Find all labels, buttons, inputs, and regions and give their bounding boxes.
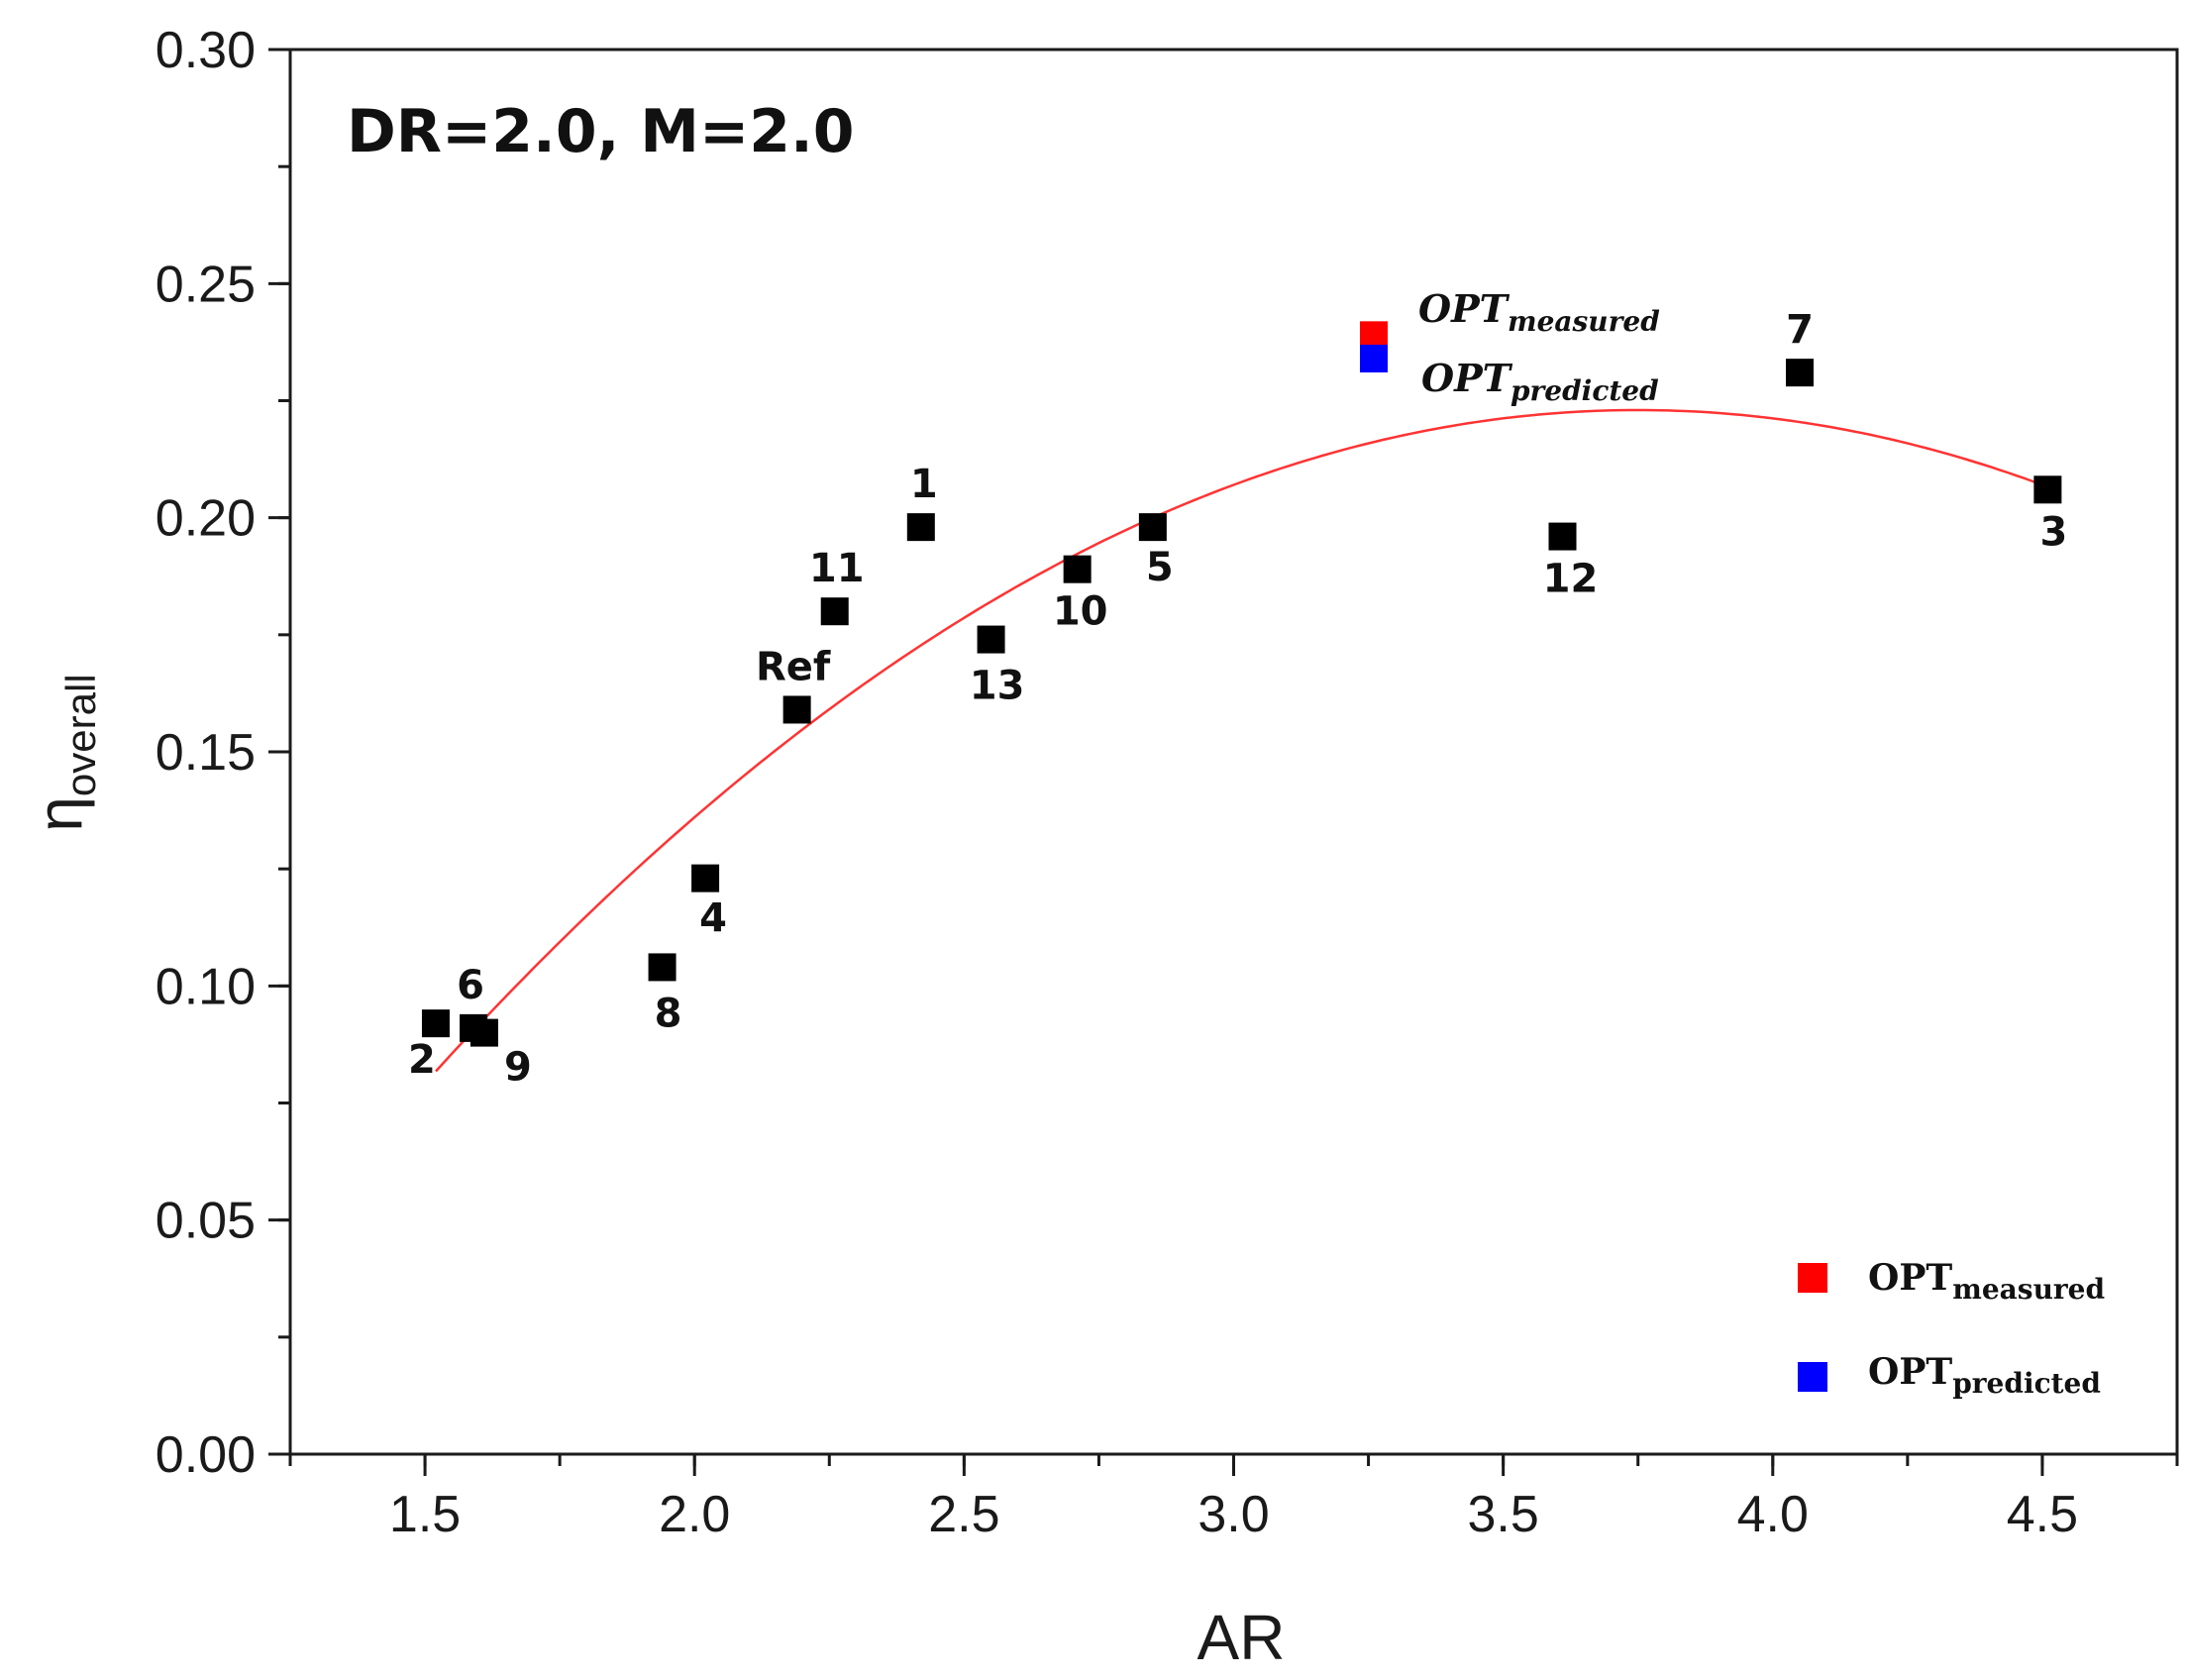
y-tick-label: 0.00 [156, 1426, 256, 1484]
plot-area-frame [288, 48, 2179, 1456]
x-tick-label: 4.5 [2007, 1486, 2078, 1543]
data-point-label: 7 [1786, 307, 1814, 353]
data-point-label: 5 [1146, 545, 1174, 590]
y-tick-label: 0.25 [156, 256, 256, 313]
data-point [1786, 359, 1814, 387]
data-point [2033, 475, 2062, 504]
data-point [691, 864, 720, 892]
opt-predicted-annotation: OPTpredicted [1421, 356, 1659, 407]
data-point [1063, 555, 1092, 583]
x-tick-label: 3.0 [1198, 1486, 1269, 1543]
opt-measured-point [1360, 321, 1389, 350]
x-tick-label: 1.5 [389, 1486, 461, 1543]
legend-label-measured: OPTmeasured [1868, 1257, 2105, 1306]
data-point-label: 3 [2039, 509, 2067, 555]
x-tick-label: 2.0 [659, 1486, 730, 1543]
data-point [977, 625, 1005, 654]
data-point-label: 1 [910, 462, 938, 507]
y-tick-label: 0.10 [156, 958, 256, 1015]
fit-curve-layer [435, 408, 2048, 1073]
y-axis-title: ηoverall [24, 674, 104, 831]
data-point-label: 12 [1543, 557, 1599, 602]
data-point-label: 4 [699, 896, 727, 942]
data-point-label: Ref [756, 644, 831, 689]
y-tick-label: 0.15 [156, 724, 256, 782]
y-axis: 0.00 0.05 0.10 0.15 0.20 0.25 0.30 [156, 22, 290, 1484]
data-point [820, 597, 849, 626]
opt-predicted-point [1360, 344, 1389, 372]
x-tick-label: 3.5 [1467, 1486, 1538, 1543]
data-point-label: 10 [1053, 589, 1108, 635]
data-point-label: 2 [408, 1037, 436, 1083]
data-point [906, 513, 935, 542]
legend-label-predicted: OPTpredicted [1868, 1351, 2101, 1400]
x-tick-label: 2.5 [928, 1486, 999, 1543]
data-point [1548, 522, 1577, 551]
data-point [648, 953, 677, 982]
data-points-layer [421, 321, 2062, 1047]
data-point-label: 6 [457, 963, 484, 1008]
data-point [1138, 513, 1167, 542]
legend-marker-measured [1798, 1263, 1827, 1293]
x-tick-label: 4.0 [1737, 1486, 1809, 1543]
data-point-label: 9 [504, 1045, 532, 1091]
y-tick-label: 0.30 [156, 22, 256, 79]
data-point-label: 11 [809, 546, 865, 591]
x-axis-title: AR [1198, 1602, 1286, 1673]
legend-marker-predicted [1798, 1362, 1827, 1392]
data-point-label: 13 [970, 664, 1025, 709]
y-tick-label: 0.20 [156, 490, 256, 548]
y-tick-label: 0.05 [156, 1193, 256, 1250]
opt-measured-annotation: OPTmeasured [1418, 286, 1660, 338]
data-point-label: 8 [655, 991, 682, 1036]
condition-annotation: DR=2.0, M=2.0 [347, 97, 855, 166]
fit-curve [435, 408, 2048, 1073]
x-axis: 1.5 2.0 2.5 3.0 3.5 4.0 4.5 [288, 1454, 2179, 1543]
data-point [469, 1018, 498, 1047]
data-point [421, 1009, 450, 1038]
data-point [782, 695, 811, 724]
legend: OPTmeasured OPTpredicted [1798, 1257, 2105, 1400]
